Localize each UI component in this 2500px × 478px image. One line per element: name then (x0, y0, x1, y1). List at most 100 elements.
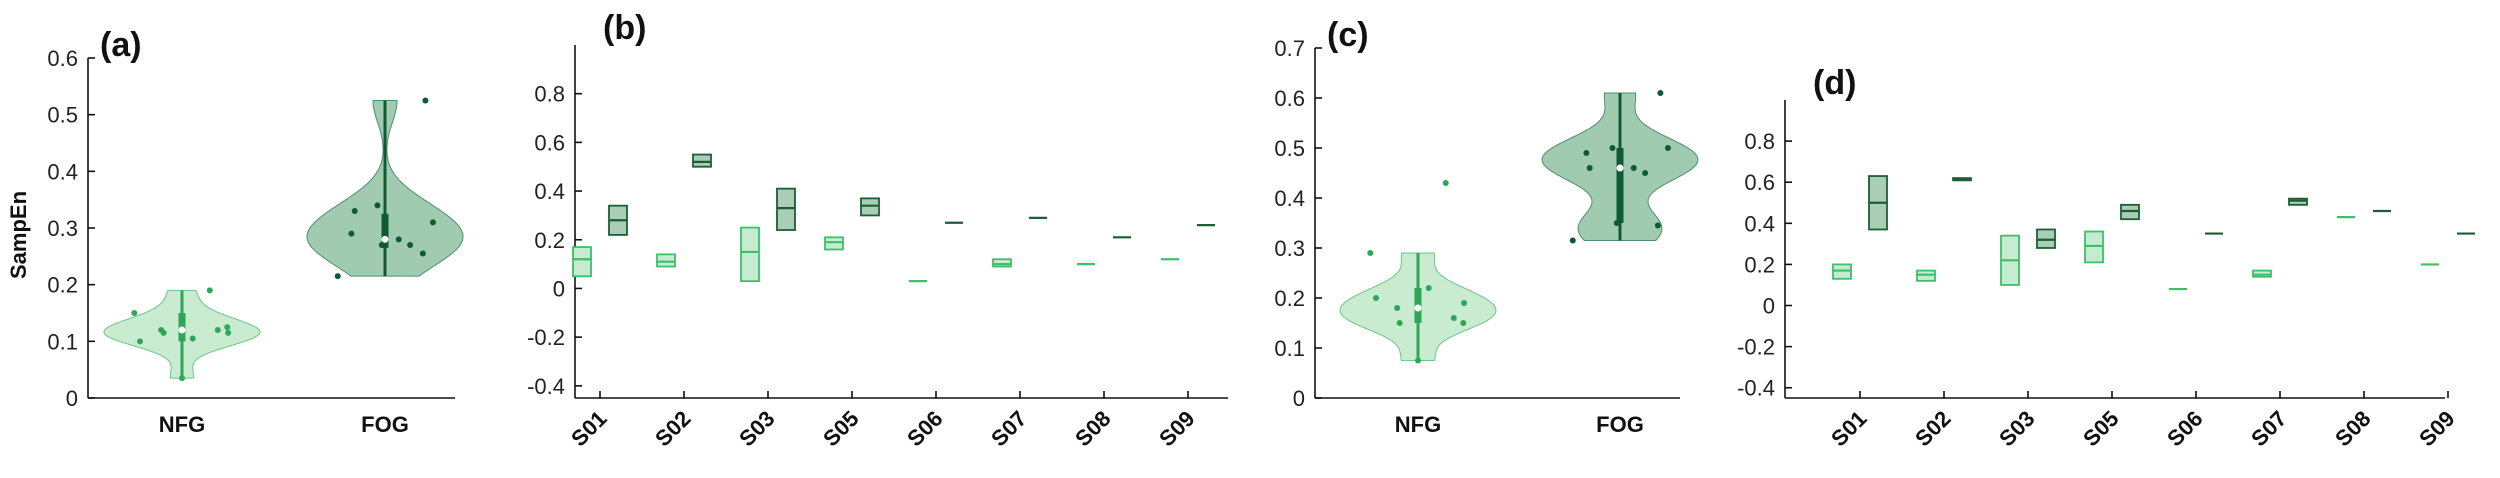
data-point (378, 242, 385, 248)
y-tick-label: 0.3 (1274, 236, 1305, 261)
data-point (334, 273, 341, 280)
panel-label: (a) (100, 26, 142, 64)
y-tick-label: -0.4 (527, 374, 565, 399)
x-category-label: S03 (1994, 406, 2039, 451)
panel-b: -0.4 -0.2 0 0.2 0.4 0.6 0.8 (b) S01 S02 S03 S05 S06 S… (527, 9, 1228, 451)
y-tick-label: 0.4 (47, 159, 78, 184)
data-point (374, 202, 381, 209)
y-tick-label: 0.4 (534, 179, 565, 204)
violin-box (381, 213, 389, 248)
data-point (158, 327, 165, 333)
violin-box (1616, 148, 1624, 223)
data-point (1460, 320, 1467, 326)
y-axis-label: SampEn (6, 191, 31, 279)
y-tick-label: 0.5 (1274, 136, 1305, 161)
data-point (1372, 295, 1379, 301)
x-category-label: FOG (361, 412, 409, 437)
data-point (422, 97, 429, 104)
box-fog (776, 187, 796, 231)
data-point (395, 236, 402, 243)
box-fog (860, 197, 880, 217)
y-tick-label: 0.7 (1274, 36, 1305, 61)
data-point (1367, 250, 1374, 256)
box-nfg (740, 226, 760, 283)
data-point (1394, 305, 1401, 311)
x-category-label: S07 (986, 406, 1031, 451)
y-tick-label: 0.8 (1744, 129, 1775, 154)
data-point (214, 327, 221, 333)
y-tick-label: 0.1 (1274, 336, 1305, 361)
data-point (206, 287, 213, 294)
y-tick-label: -0.2 (527, 325, 565, 350)
data-point (348, 230, 355, 237)
data-point (1642, 170, 1649, 176)
median-marker (1616, 164, 1624, 172)
y-tick-label: 0.3 (47, 216, 78, 241)
data-point (224, 324, 231, 331)
data-point (131, 310, 138, 316)
data-point (179, 375, 185, 382)
data-point (1461, 300, 1468, 306)
data-point (136, 338, 143, 345)
x-category-label: S06 (2162, 406, 2207, 451)
data-point (429, 219, 436, 226)
x-category-label: S08 (1070, 406, 1115, 451)
panel-a: 0 0.1 0.2 0.3 0.4 0.5 0.6 (a) SampEn NFG FOG (6, 26, 464, 437)
y-tick-label: 0.2 (1744, 252, 1775, 277)
y-tick-label: 0.2 (534, 228, 565, 253)
y-tick-label: 0.2 (1274, 286, 1305, 311)
data-point (1425, 285, 1432, 291)
x-category-label: S02 (650, 406, 695, 451)
data-point (419, 250, 426, 257)
box-nfg (656, 253, 676, 268)
y-tick-label: 0.5 (47, 103, 78, 128)
median-marker (1414, 304, 1422, 312)
data-point (1613, 220, 1620, 226)
y-tick-label: 0 (66, 386, 78, 411)
x-category-label: FOG (1596, 412, 1644, 437)
data-point (1630, 165, 1637, 171)
box-nfg (824, 236, 844, 251)
panel-d: -0.4 -0.2 0 0.2 0.4 0.6 0.8 (d) S01 S02 S03 S05 S06 S… (1737, 64, 2475, 451)
x-category-label: S05 (2078, 406, 2123, 451)
y-tick-label: 0 (1763, 294, 1775, 319)
y-tick-label: 0 (1293, 386, 1305, 411)
x-category-label: NFG (159, 412, 205, 437)
data-point (351, 208, 358, 214)
x-category-label: S01 (1826, 406, 1871, 451)
y-tick-label: 0.8 (534, 82, 565, 107)
data-point (1396, 320, 1403, 326)
y-tick-label: 0.4 (1744, 211, 1775, 236)
data-point (1654, 222, 1661, 229)
y-tick-label: 0.2 (47, 273, 78, 298)
y-tick-label: 0.4 (1274, 186, 1305, 211)
x-category-label: S09 (2414, 406, 2459, 451)
data-point (1442, 180, 1449, 186)
data-point (189, 335, 196, 342)
data-point (1609, 145, 1616, 151)
x-category-label: S07 (2246, 406, 2291, 451)
y-tick-label: 0.6 (1744, 170, 1775, 195)
y-tick-label: 0.6 (1274, 86, 1305, 111)
y-tick-label: -0.2 (1737, 335, 1775, 360)
x-category-label: S09 (1154, 406, 1199, 451)
panel-label: (d) (1813, 64, 1856, 102)
box-nfg (992, 258, 1012, 268)
x-category-label: S06 (902, 406, 947, 451)
median-marker (178, 326, 186, 334)
y-tick-label: 0 (553, 276, 565, 301)
data-point (225, 329, 232, 336)
y-tick-label: 0.6 (534, 130, 565, 155)
data-point (1586, 165, 1593, 171)
panel-label: (b) (603, 9, 646, 47)
data-point (1583, 150, 1590, 156)
x-category-label: NFG (1395, 412, 1441, 437)
median-marker (381, 235, 389, 243)
data-point (1664, 145, 1671, 151)
data-point (1569, 237, 1576, 244)
box-fog (692, 153, 712, 168)
x-category-label: S03 (734, 406, 779, 451)
data-point (1657, 90, 1664, 96)
x-category-label: S02 (1910, 406, 1955, 451)
